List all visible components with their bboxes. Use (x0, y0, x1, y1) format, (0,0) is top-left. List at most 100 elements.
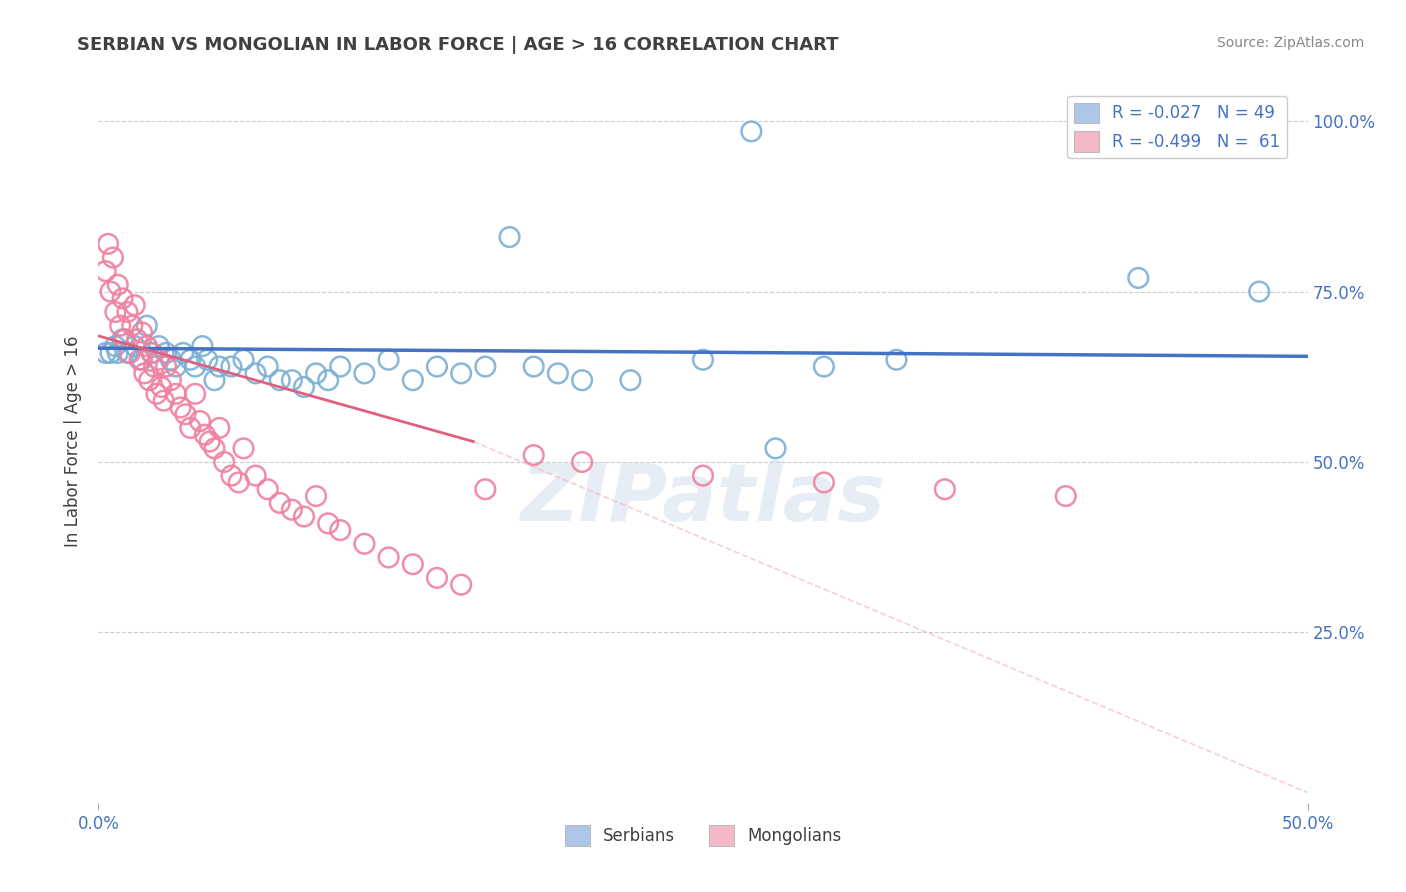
Point (474, 482, 496, 496)
Point (124, 298, 146, 312)
Point (377, 352, 399, 367)
Point (1054, 489, 1077, 503)
Point (256, 482, 278, 496)
Point (179, 421, 201, 435)
Point (329, 359, 352, 374)
Point (174, 407, 197, 421)
Point (245, 468, 267, 483)
Point (316, 373, 339, 387)
Point (101, 251, 124, 265)
Point (402, 558, 425, 572)
Point (127, 332, 149, 346)
Point (571, 455, 593, 469)
Point (450, 367, 472, 381)
Point (141, 346, 163, 360)
Point (165, 387, 187, 401)
Point (135, 339, 157, 353)
Text: Source: ZipAtlas.com: Source: ZipAtlas.com (1216, 36, 1364, 50)
Text: ZIPatlas: ZIPatlas (520, 460, 886, 539)
Point (135, 318, 157, 333)
Point (131, 326, 153, 340)
Point (97, 236, 120, 251)
Point (195, 352, 218, 367)
Point (160, 352, 183, 367)
Point (124, 339, 146, 353)
Point (245, 367, 267, 381)
Legend: Serbians, Mongolians: Serbians, Mongolians (558, 819, 848, 852)
Point (100, 346, 122, 360)
Point (523, 359, 546, 374)
Point (256, 359, 278, 374)
Point (329, 523, 352, 537)
Point (1128, 271, 1150, 285)
Point (692, 352, 714, 367)
Point (107, 277, 129, 292)
Point (740, 124, 762, 138)
Text: SERBIAN VS MONGOLIAN IN LABOR FORCE | AGE > 16 CORRELATION CHART: SERBIAN VS MONGOLIAN IN LABOR FORCE | AG… (77, 36, 839, 54)
Point (150, 380, 173, 394)
Point (886, 352, 908, 367)
Point (107, 346, 129, 360)
Point (934, 482, 956, 496)
Point (117, 305, 139, 319)
Point (204, 373, 226, 387)
Point (184, 359, 207, 374)
Point (269, 373, 291, 387)
Point (523, 448, 546, 462)
Point (148, 352, 170, 367)
Point (402, 373, 425, 387)
Point (117, 346, 139, 360)
Point (692, 468, 714, 483)
Point (138, 373, 160, 387)
Point (128, 352, 150, 367)
Point (194, 427, 217, 442)
Point (426, 359, 449, 374)
Point (228, 475, 250, 490)
Point (204, 442, 226, 456)
Point (571, 373, 593, 387)
Point (155, 359, 177, 374)
Point (426, 571, 449, 585)
Point (94, 264, 117, 278)
Point (152, 393, 174, 408)
Point (474, 359, 496, 374)
Point (104, 339, 127, 353)
Point (169, 401, 191, 415)
Point (191, 339, 214, 353)
Point (172, 346, 194, 360)
Point (305, 489, 328, 503)
Point (155, 346, 177, 360)
Point (377, 550, 399, 565)
Point (316, 516, 339, 531)
Point (498, 230, 520, 244)
Point (114, 332, 136, 346)
Point (184, 387, 207, 401)
Point (353, 367, 375, 381)
Y-axis label: In Labor Force | Age > 16: In Labor Force | Age > 16 (63, 335, 82, 548)
Point (134, 367, 156, 381)
Point (221, 359, 243, 374)
Point (131, 352, 153, 367)
Point (353, 537, 375, 551)
Point (292, 509, 315, 524)
Point (212, 455, 235, 469)
Point (118, 346, 141, 360)
Point (160, 373, 183, 387)
Point (148, 339, 170, 353)
Point (232, 442, 254, 456)
Point (281, 502, 304, 516)
Point (619, 373, 641, 387)
Point (305, 367, 328, 381)
Point (111, 332, 134, 346)
Point (208, 359, 231, 374)
Point (1249, 285, 1271, 299)
Point (141, 346, 163, 360)
Point (111, 292, 134, 306)
Point (765, 442, 787, 456)
Point (221, 468, 243, 483)
Point (188, 414, 211, 428)
Point (281, 373, 304, 387)
Point (450, 577, 472, 591)
Point (292, 380, 315, 394)
Point (145, 387, 167, 401)
